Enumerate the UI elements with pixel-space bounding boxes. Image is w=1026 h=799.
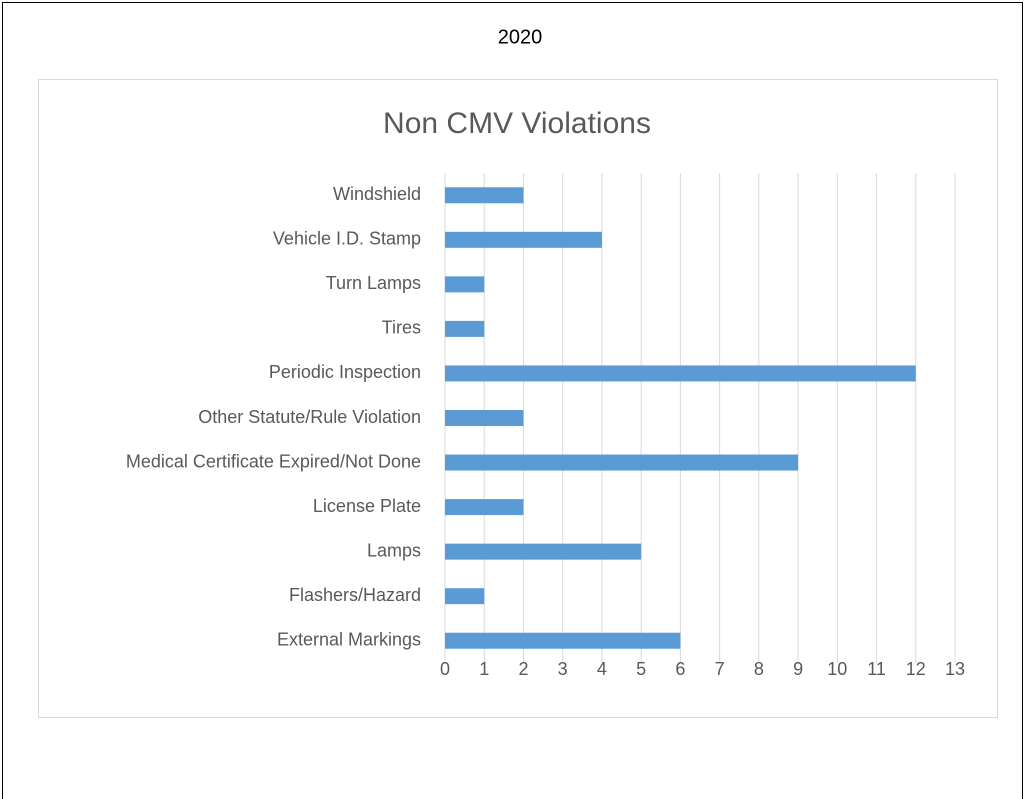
x-tick-label: 6: [675, 659, 685, 679]
header: 2020: [498, 26, 543, 48]
y-tick-label: Medical Certificate Expired/Not Done: [126, 451, 421, 471]
bar: [445, 231, 602, 248]
bar: [445, 187, 524, 204]
x-tick-label: 13: [945, 659, 965, 679]
x-tick-label: 5: [636, 659, 646, 679]
x-tick-label: 0: [440, 659, 450, 679]
bar: [445, 454, 799, 471]
y-tick-label: License Plate: [313, 496, 421, 516]
y-tick-label: Tires: [382, 318, 421, 338]
x-tick-label: 9: [793, 659, 803, 679]
chart-border: [38, 79, 998, 718]
bar: [445, 543, 642, 560]
y-tick-label: Vehicle I.D. Stamp: [273, 229, 421, 249]
x-tick-label: 4: [597, 659, 607, 679]
x-tick-label: 10: [827, 659, 847, 679]
x-tick-label: 1: [479, 659, 489, 679]
x-tick-label: 11: [867, 659, 886, 679]
bar: [445, 365, 916, 382]
y-tick-label: Flashers/Hazard: [289, 585, 421, 605]
x-tick-label: 12: [906, 659, 926, 679]
bar: [445, 499, 524, 516]
y-tick-label: Periodic Inspection: [269, 362, 421, 382]
bar: [445, 632, 681, 649]
bar: [445, 276, 485, 293]
y-tick-label: Windshield: [333, 184, 421, 204]
y-tick-label: Other Statute/Rule Violation: [198, 407, 421, 427]
x-tick-label: 2: [518, 659, 528, 679]
bar: [445, 320, 485, 337]
x-tick-label: 8: [754, 659, 764, 679]
y-tick-label: External Markings: [277, 629, 421, 649]
x-tick-label: 7: [715, 659, 725, 679]
chart-title: Non CMV Violations: [383, 107, 651, 140]
y-tick-label: Lamps: [367, 540, 421, 560]
y-tick-label: Turn Lamps: [326, 273, 421, 293]
bar: [445, 588, 485, 605]
x-tick-label: 3: [558, 659, 568, 679]
bar: [445, 410, 524, 426]
